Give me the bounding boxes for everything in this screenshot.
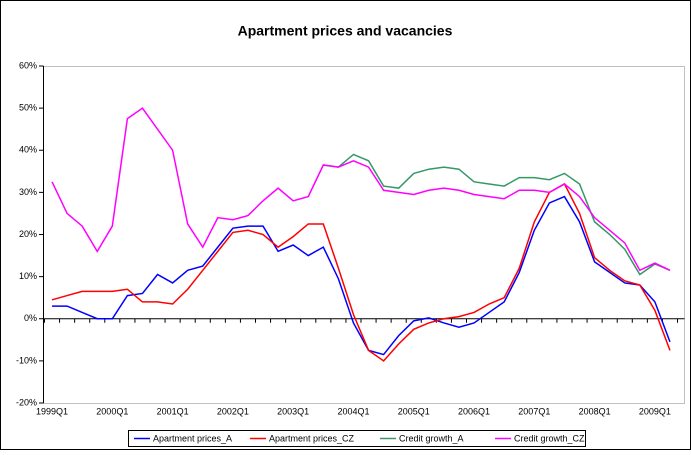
y-tick-label: 10% — [19, 271, 37, 281]
x-tick-label: 2000Q1 — [96, 406, 128, 416]
chart-title: Apartment prices and vacancies — [238, 23, 453, 39]
y-tick-label: -20% — [16, 397, 37, 407]
legend-label: Credit growth_CZ — [514, 433, 585, 443]
y-tick-label: 40% — [19, 145, 37, 155]
legend-label: Apartment prices_A — [153, 433, 232, 443]
series-line — [323, 153, 671, 276]
legend — [128, 430, 586, 447]
y-tick-label: 0% — [24, 313, 37, 323]
x-tick-label: 2008Q1 — [579, 406, 611, 416]
y-tick-label: 20% — [19, 229, 37, 239]
y-tick-label: -10% — [16, 355, 37, 365]
series-line — [52, 195, 671, 356]
series-line — [51, 182, 671, 362]
legend-label: Credit growth_A — [399, 433, 464, 443]
legend-label: Apartment prices_CZ — [269, 433, 355, 443]
y-tick-label: 60% — [19, 60, 37, 70]
x-tick-label: 2006Q1 — [458, 406, 490, 416]
y-tick-label: 30% — [19, 187, 37, 197]
x-tick-label: 2001Q1 — [157, 406, 189, 416]
x-tick-label: 2003Q1 — [277, 406, 309, 416]
x-tick-label: 2009Q1 — [639, 406, 671, 416]
series-line — [51, 107, 671, 272]
x-tick-label: 2005Q1 — [398, 406, 430, 416]
y-tick-label: 50% — [19, 103, 37, 113]
x-tick-label: 2004Q1 — [337, 406, 369, 416]
x-tick-label: 2002Q1 — [217, 406, 249, 416]
x-tick-label: 1999Q1 — [36, 406, 68, 416]
x-tick-label: 2007Q1 — [518, 406, 550, 416]
